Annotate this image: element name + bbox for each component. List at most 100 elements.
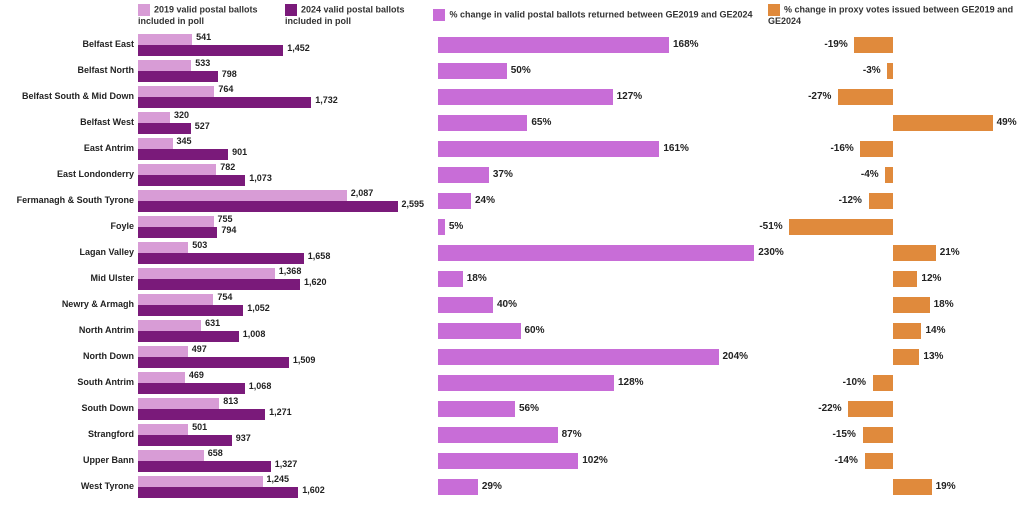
bar-2019 <box>138 476 263 487</box>
bar-proxy-change <box>893 297 930 313</box>
category-label: East Antrim <box>8 136 138 162</box>
value-proxy-change: -3% <box>863 63 881 79</box>
category-label: South Antrim <box>8 370 138 396</box>
category-label: North Antrim <box>8 318 138 344</box>
bar-2019 <box>138 86 214 97</box>
bar-2019 <box>138 346 188 357</box>
chart-row: North Down4971,509204%13% <box>8 344 1016 370</box>
value-proxy-change: 19% <box>936 479 956 495</box>
value-proxy-change: 12% <box>921 271 941 287</box>
value-2019: 469 <box>189 370 204 380</box>
value-proxy-change: 14% <box>925 323 945 339</box>
panel-postal-ballots: 6581,327 <box>138 448 418 474</box>
chart-row: East Londonderry7821,07337%-4% <box>8 162 1016 188</box>
value-2019: 764 <box>218 84 233 94</box>
chart-row: Mid Ulster1,3681,62018%12% <box>8 266 1016 292</box>
swatch-2019 <box>138 4 150 16</box>
bar-postal-change <box>438 115 527 131</box>
bar-postal-change <box>438 37 669 53</box>
category-label: South Down <box>8 396 138 422</box>
category-label: Mid Ulster <box>8 266 138 292</box>
chart-row: Fermanagh & South Tyrone2,0872,59524%-12… <box>8 188 1016 214</box>
chart-row: Newry & Armagh7541,05240%18% <box>8 292 1016 318</box>
category-label: Belfast North <box>8 58 138 84</box>
value-2019: 345 <box>177 136 192 146</box>
value-2024: 1,602 <box>302 485 325 495</box>
value-proxy-change: -12% <box>839 193 862 209</box>
bar-2024 <box>138 279 300 290</box>
value-2024: 527 <box>195 121 210 131</box>
category-label: Lagan Valley <box>8 240 138 266</box>
bar-postal-change <box>438 297 493 313</box>
bar-2024 <box>138 201 398 212</box>
panel-postal-change: 60% <box>418 318 768 344</box>
value-2024: 1,732 <box>315 95 338 105</box>
chart-row: Lagan Valley5031,658230%21% <box>8 240 1016 266</box>
legend-item-2024: 2024 valid postal ballots included in po… <box>285 4 418 26</box>
value-2019: 755 <box>218 214 233 224</box>
value-postal-change: 168% <box>673 37 699 53</box>
panel-postal-change: 56% <box>418 396 768 422</box>
bar-proxy-change <box>789 219 893 235</box>
value-proxy-change: -14% <box>835 453 858 469</box>
category-label: East Londonderry <box>8 162 138 188</box>
chart-row: West Tyrone1,2451,60229%19% <box>8 474 1016 500</box>
category-label: Fermanagh & South Tyrone <box>8 188 138 214</box>
value-2019: 2,087 <box>351 188 374 198</box>
legend-panel3: % change in proxy votes issued between G… <box>768 4 1016 26</box>
panel-postal-change: 87% <box>418 422 768 448</box>
bar-2019 <box>138 398 219 409</box>
panel-proxy-change: 18% <box>768 292 1016 318</box>
value-postal-change: 161% <box>663 141 689 157</box>
panel-proxy-change: 19% <box>768 474 1016 500</box>
value-2024: 901 <box>232 147 247 157</box>
panel-postal-change: 230% <box>418 240 768 266</box>
bar-proxy-change <box>893 479 932 495</box>
bar-proxy-change <box>893 115 993 131</box>
value-2024: 1,052 <box>247 303 270 313</box>
bar-postal-change <box>438 271 463 287</box>
panel-postal-change: 128% <box>418 370 768 396</box>
bar-proxy-change <box>854 37 893 53</box>
category-label: Belfast East <box>8 32 138 58</box>
value-postal-change: 128% <box>618 375 644 391</box>
bar-2024 <box>138 383 245 394</box>
value-2019: 503 <box>192 240 207 250</box>
bar-postal-change <box>438 219 445 235</box>
category-label: Upper Bann <box>8 448 138 474</box>
value-2024: 1,452 <box>287 43 310 53</box>
legend-item-2019: 2019 valid postal ballots included in po… <box>138 4 271 26</box>
panel-proxy-change: 49% <box>768 110 1016 136</box>
value-2024: 1,327 <box>275 459 298 469</box>
value-postal-change: 24% <box>475 193 495 209</box>
bar-2019 <box>138 164 216 175</box>
bar-postal-change <box>438 141 659 157</box>
panel-proxy-change: 13% <box>768 344 1016 370</box>
bar-2019 <box>138 294 213 305</box>
category-label: West Tyrone <box>8 474 138 500</box>
bar-2024 <box>138 97 311 108</box>
chart-row: Foyle7557945%-51% <box>8 214 1016 240</box>
bar-proxy-change <box>869 193 893 209</box>
bar-2019 <box>138 242 188 253</box>
bar-proxy-change <box>893 323 921 339</box>
value-2019: 754 <box>217 292 232 302</box>
value-proxy-change: -10% <box>843 375 866 391</box>
bar-proxy-change <box>893 271 917 287</box>
value-2019: 320 <box>174 110 189 120</box>
bar-2024 <box>138 409 265 420</box>
value-proxy-change: -4% <box>861 167 879 183</box>
panel-proxy-change: -4% <box>768 162 1016 188</box>
panel-postal-ballots: 4691,068 <box>138 370 418 396</box>
legend: 2019 valid postal ballots included in po… <box>8 4 1016 26</box>
value-2019: 782 <box>220 162 235 172</box>
category-label: North Down <box>8 344 138 370</box>
value-2024: 794 <box>221 225 236 235</box>
value-postal-change: 56% <box>519 401 539 417</box>
bar-postal-change <box>438 245 754 261</box>
panel-postal-change: 102% <box>418 448 768 474</box>
value-2024: 1,073 <box>249 173 272 183</box>
value-proxy-change: -19% <box>824 37 847 53</box>
bar-2024 <box>138 331 239 342</box>
bar-postal-change <box>438 453 578 469</box>
